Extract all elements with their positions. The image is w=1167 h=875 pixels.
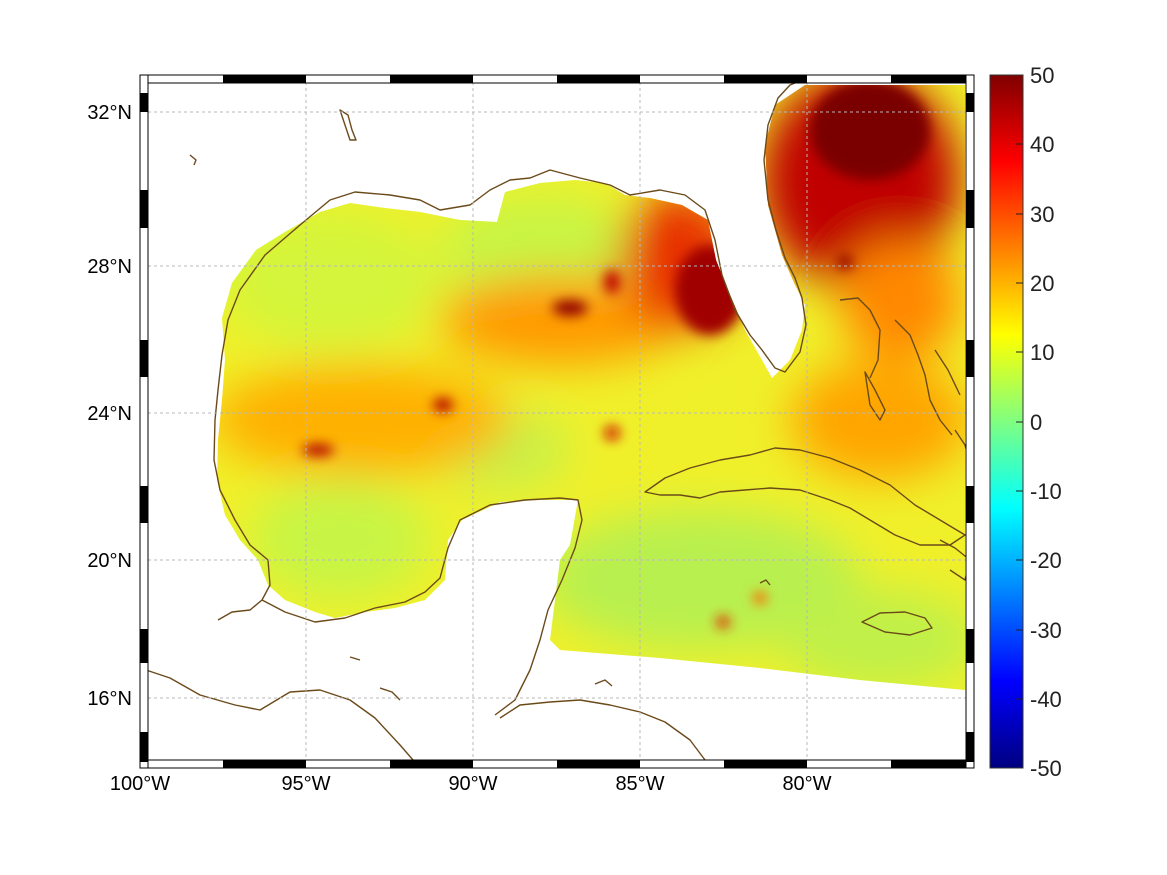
lat-tick-label: 16°N (87, 688, 132, 710)
colorbar-tick-label: 20 (1030, 271, 1054, 296)
lon-tick-label: 90°W (448, 773, 497, 795)
map-frame (139, 74, 975, 769)
colorbar-tick-label: -50 (1030, 756, 1062, 781)
lon-tick-label: 85°W (615, 773, 664, 795)
colorbar-ticks (1016, 143, 1023, 700)
lat-tick-label: 24°N (87, 403, 132, 425)
colorbar-tick-label: 50 (1030, 63, 1054, 88)
colorbar-tick-label: 30 (1030, 202, 1054, 227)
lon-tick-label: 95°W (281, 773, 330, 795)
lon-tick-labels: 100°W 95°W 90°W 85°W 80°W (110, 773, 832, 795)
graticule (148, 82, 966, 760)
anomaly-field (217, 85, 965, 690)
colorbar-tick-label: -30 (1030, 618, 1062, 643)
colorbar-tick-label: -20 (1030, 548, 1062, 573)
colorbar: 50 40 30 20 10 0 -10 -20 -30 -40 -50 (989, 63, 1062, 781)
colorbar-tick-label: 40 (1030, 132, 1054, 157)
colorbar-tick-label: 10 (1030, 340, 1054, 365)
lat-tick-label: 28°N (87, 256, 132, 278)
colorbar-tick-label: -40 (1030, 687, 1062, 712)
lat-tick-label: 32°N (87, 102, 132, 124)
lon-tick-label: 100°W (110, 773, 170, 795)
colorbar-tick-label: 0 (1030, 410, 1042, 435)
coastline (139, 74, 973, 769)
lat-tick-labels: 32°N 28°N 24°N 20°N 16°N (87, 102, 132, 710)
lat-tick-label: 20°N (87, 550, 132, 572)
lon-tick-label: 80°W (782, 773, 831, 795)
colorbar-tick-label: -10 (1030, 479, 1062, 504)
